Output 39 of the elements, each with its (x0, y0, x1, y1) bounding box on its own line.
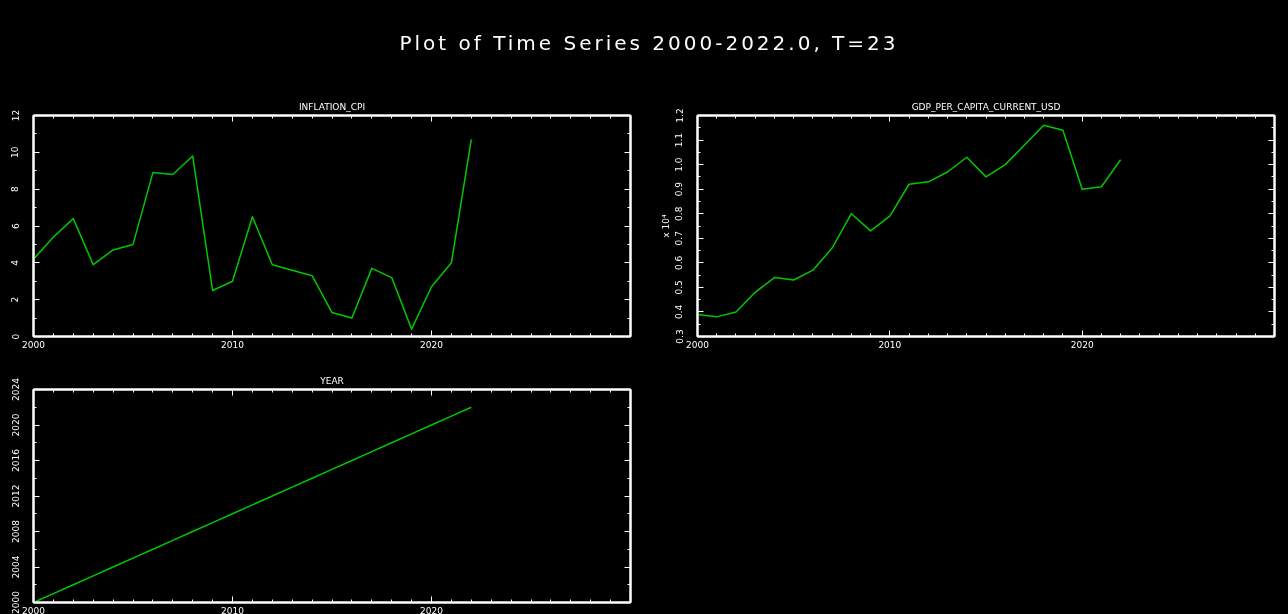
y-tick-label: 6 (10, 222, 21, 229)
x-tick-label: 2020 (420, 605, 444, 614)
y-tick-label: 2012 (10, 484, 21, 508)
x-tick-label: 2000 (22, 339, 46, 350)
x-tick-label: 2000 (22, 605, 46, 614)
x-tick-label: 2010 (221, 605, 245, 614)
line-series (33, 138, 473, 330)
x-tick-label: 2010 (878, 339, 902, 350)
y-tick-label: 2004 (10, 555, 21, 579)
y-tick-label: 2016 (10, 448, 21, 472)
y-tick-label: 1.1 (674, 132, 685, 148)
y-tick-label: 8 (10, 186, 21, 193)
chart-title: YEAR (319, 375, 344, 386)
x-tick-label: 2020 (1070, 339, 1094, 350)
y-tick-label: 12 (10, 109, 21, 122)
y-tick-label: 1.0 (674, 157, 685, 172)
y-tick-label: 10 (10, 146, 21, 159)
y-tick-label: 0.5 (674, 280, 685, 295)
y-tick-label: 2 (10, 296, 21, 303)
y-tick-label: 0.9 (674, 181, 685, 197)
line-series (697, 124, 1122, 318)
text: Plot of Time Series 2000-2022.0, T=23 (399, 30, 899, 57)
y-tick-label: 0.4 (674, 304, 685, 320)
y-tick-label: 0.8 (674, 206, 685, 221)
y-tick-label: 0.7 (674, 231, 685, 246)
y-tick-label: 0.6 (674, 255, 685, 270)
y-tick-label: 2008 (10, 519, 21, 543)
y-tick-label: 1.2 (674, 108, 685, 123)
y-tick-label: 2024 (10, 377, 21, 401)
y-tick-label: 4 (10, 259, 21, 266)
y-axis-title: x 10⁴ (660, 213, 671, 238)
chart-title: GDP_PER_CAPITA_CURRENT_USD (911, 101, 1061, 112)
x-tick-label: 2010 (221, 339, 245, 350)
x-tick-label: 2020 (420, 339, 444, 350)
y-tick-label: 2020 (10, 413, 21, 437)
chart-title: INFLATION_CPI (298, 101, 366, 112)
y-tick-label: 0 (10, 333, 21, 340)
y-tick-label: 0.3 (674, 329, 685, 344)
x-tick-label: 2000 (686, 339, 710, 350)
